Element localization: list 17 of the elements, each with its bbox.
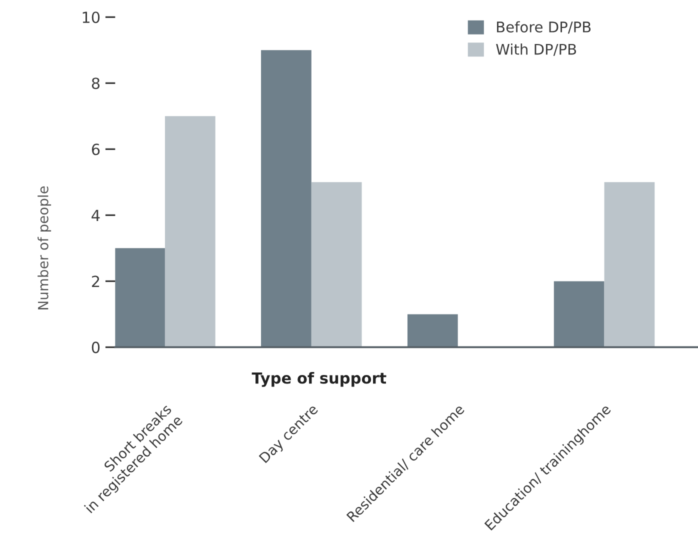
bar: [261, 50, 312, 348]
y-tick-label: 8: [92, 78, 100, 90]
y-tick-label: 10: [82, 12, 100, 24]
legend-label: Before DP/PB: [497, 21, 591, 34]
bar: [554, 281, 604, 348]
legend-label: With DP/PB: [496, 44, 576, 56]
bar: [604, 182, 655, 348]
bar: [164, 116, 216, 348]
y-tick-label: 4: [92, 210, 100, 221]
y-axis-title: Number of people: [38, 186, 52, 310]
bar: [311, 182, 362, 348]
x-axis-title: Type of support: [252, 372, 386, 387]
y-tick-label: 0: [92, 342, 100, 354]
bar: [407, 314, 458, 348]
bar: [115, 248, 165, 348]
y-tick-label: 6: [92, 144, 100, 156]
y-tick-label: 2: [92, 276, 100, 287]
